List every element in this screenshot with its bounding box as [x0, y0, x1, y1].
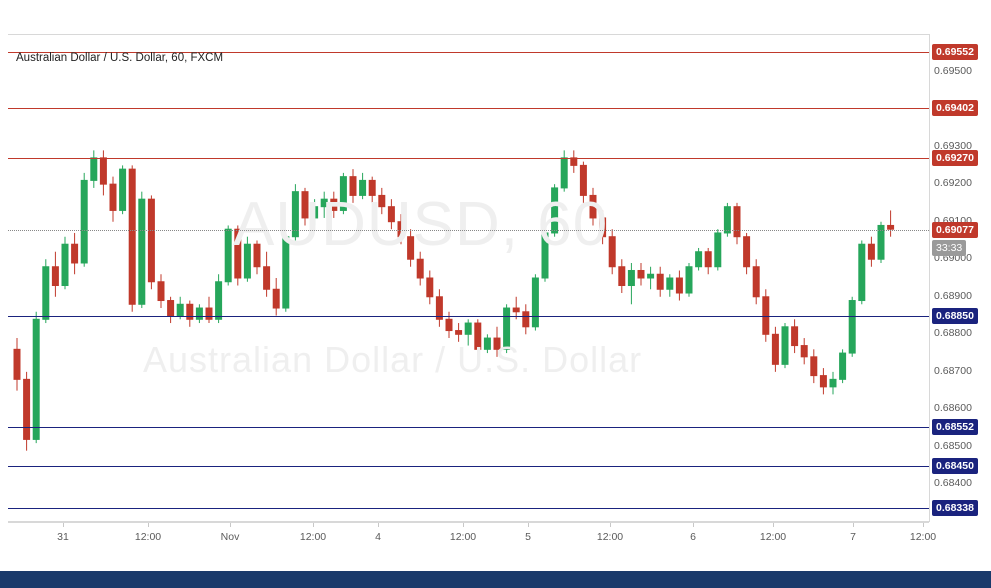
price-axis-tick: 0.68800 [934, 327, 972, 340]
price-level-line[interactable] [8, 427, 929, 429]
price-axis-tick: 0.69500 [934, 64, 972, 77]
time-axis-tick: 12:00 [299, 531, 327, 543]
price-level-label[interactable]: 0.68450 [932, 457, 978, 474]
time-axis-tick: 4 [375, 531, 381, 543]
price-axis-tick: 0.69200 [934, 177, 972, 190]
candlestick-series [13, 150, 895, 451]
price-level-label[interactable]: 0.68552 [932, 419, 978, 436]
bottom-band [0, 571, 991, 588]
time-axis-tick: 12:00 [596, 531, 624, 543]
price-level-line[interactable] [8, 157, 929, 159]
price-axis-tick: 0.68900 [934, 289, 972, 302]
time-axis-tick: 6 [690, 531, 696, 543]
time-axis-tick: Nov [220, 531, 240, 543]
time-axis-tick-mark [923, 523, 924, 527]
time-axis-tick-mark [528, 523, 529, 527]
time-axis-tick-mark [230, 523, 231, 527]
price-level-line[interactable] [8, 108, 929, 110]
time-axis-tick-mark [148, 523, 149, 527]
price-axis-tick: 0.69300 [934, 139, 972, 152]
bar-countdown-label: 33:33 [932, 240, 967, 257]
price-level-label[interactable]: 0.69552 [932, 44, 978, 61]
price-axis-tick: 0.68400 [934, 477, 972, 490]
time-axis-tick-mark [610, 523, 611, 527]
time-axis-tick: 31 [57, 531, 69, 543]
time-axis-tick: 12:00 [759, 531, 787, 543]
price-level-line[interactable] [8, 315, 929, 317]
price-level-line[interactable] [8, 230, 929, 232]
price-level-label[interactable]: 0.69077 [932, 222, 978, 239]
chart-plot-area[interactable]: AUDUSD, 60 Australian Dollar / U.S. Doll… [8, 34, 929, 522]
time-axis-tick-mark [63, 523, 64, 527]
price-level-label[interactable]: 0.69402 [932, 100, 978, 117]
time-axis-tick-mark [693, 523, 694, 527]
time-axis-tick-mark [853, 523, 854, 527]
time-axis-tick-mark [313, 523, 314, 527]
price-level-label[interactable]: 0.68850 [932, 307, 978, 324]
time-axis[interactable]: 31 12:00 Nov 12:00 4 12:00 5 12:00 6 12:00 7 12:00 [8, 522, 936, 553]
price-level-label[interactable]: 0.68338 [932, 499, 978, 516]
price-level-line[interactable] [8, 52, 929, 54]
price-axis-tick: 0.68500 [934, 439, 972, 452]
time-axis-tick-mark [378, 523, 379, 527]
time-axis-tick: 12:00 [909, 531, 937, 543]
time-axis-tick-mark [773, 523, 774, 527]
time-axis-tick: 12:00 [134, 531, 162, 543]
price-level-line[interactable] [8, 507, 929, 509]
time-axis-tick: 12:00 [449, 531, 477, 543]
time-axis-tick-mark [463, 523, 464, 527]
price-level-line[interactable] [8, 465, 929, 467]
price-axis-tick: 0.68700 [934, 364, 972, 377]
price-axis[interactable]: 0.695000.694000.693000.692000.691000.690… [929, 34, 991, 522]
time-axis-tick: 7 [850, 531, 856, 543]
price-level-label[interactable]: 0.69270 [932, 149, 978, 166]
chart-title: Australian Dollar / U.S. Dollar, 60, FXC… [16, 52, 224, 64]
price-axis-tick: 0.68600 [934, 402, 972, 415]
time-axis-tick: 5 [525, 531, 531, 543]
